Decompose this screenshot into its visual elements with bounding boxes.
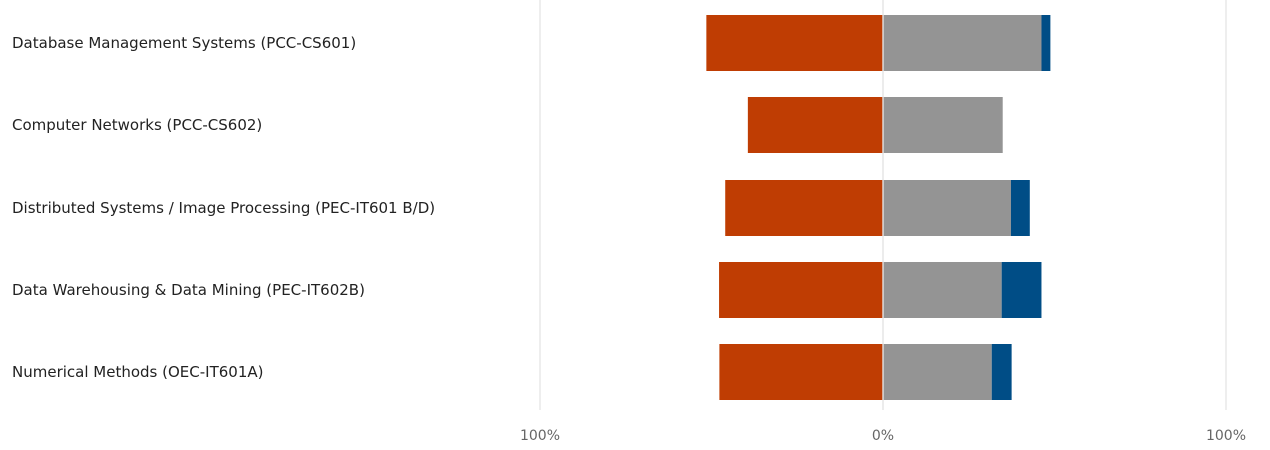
bar-3-segment-3 [1010, 180, 1030, 236]
bar-5-segment-1 [719, 344, 883, 400]
category-label-5: Numerical Methods (OEC-IT601A) [12, 363, 263, 381]
bar-2-segment-2 [883, 97, 1003, 153]
bar-1-segment-2 [883, 15, 1042, 71]
bar-2-segment-1 [747, 97, 883, 153]
bar-4-segment-1 [719, 262, 883, 318]
bar-1-segment-3 [1041, 15, 1051, 71]
bar-1-segment-1 [706, 15, 883, 71]
bar-5-segment-2 [883, 344, 992, 400]
category-label-2: Computer Networks (PCC-CS602) [12, 116, 262, 134]
x-tick-label-2: 0% [872, 428, 894, 444]
bar-4-segment-2 [883, 262, 1002, 318]
x-axis-ticks: 100% 0% 100% [520, 428, 1246, 444]
bar-4-segment-3 [1001, 262, 1042, 318]
category-label-3: Distributed Systems / Image Processing (… [12, 199, 435, 217]
x-tick-label-3: 100% [1206, 428, 1246, 444]
category-label-1: Database Management Systems (PCC-CS601) [12, 34, 356, 52]
category-label-4: Data Warehousing & Data Mining (PEC-IT60… [12, 281, 365, 299]
bars [706, 0, 1051, 410]
bar-3-segment-2 [883, 180, 1011, 236]
x-tick-label-1: 100% [520, 428, 560, 444]
category-labels: Database Management Systems (PCC-CS601) C… [12, 34, 435, 381]
bar-5-segment-3 [991, 344, 1012, 400]
bar-3-segment-1 [725, 180, 883, 236]
